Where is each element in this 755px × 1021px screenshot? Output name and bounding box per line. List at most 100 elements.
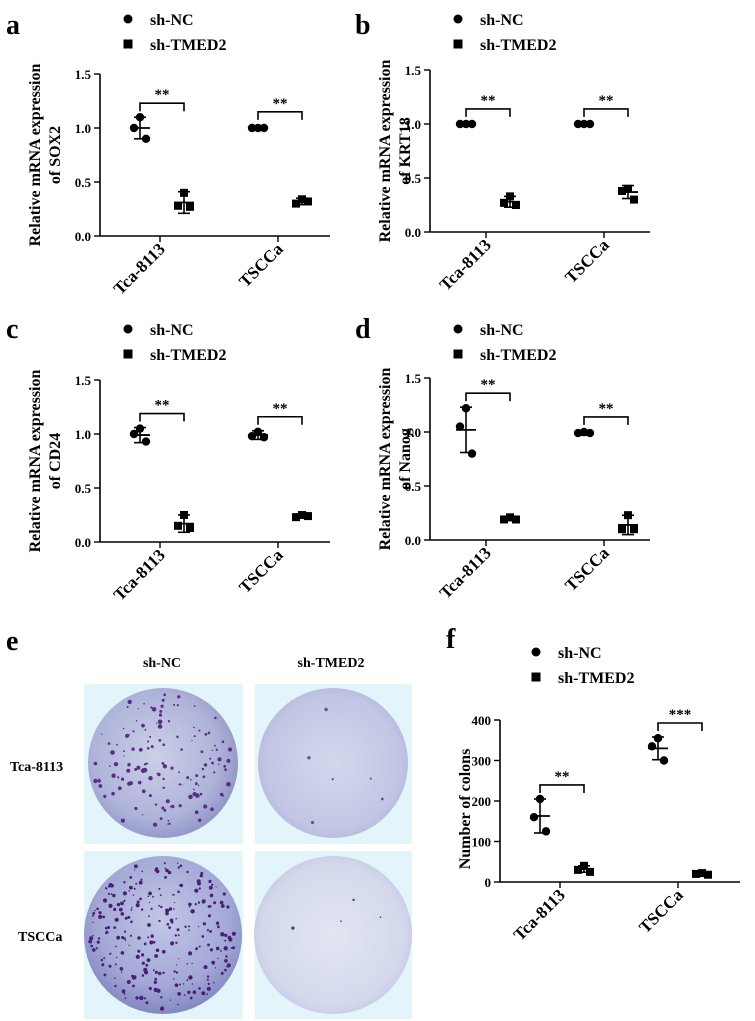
colony-dot — [170, 941, 175, 946]
legend-label: sh-NC — [150, 322, 194, 339]
dish-tscca-sh-nc — [84, 856, 242, 1014]
colony-dot — [127, 781, 132, 786]
x-tick-label: Tca-8113 — [436, 235, 495, 294]
colony-dots-tscca-sh-nc — [88, 862, 236, 1011]
colony-dot — [129, 934, 132, 937]
colony-dot — [143, 997, 147, 1000]
colony-dot — [162, 743, 166, 746]
colony-dot — [160, 996, 163, 999]
colony-dot — [126, 706, 129, 708]
colony-dot — [206, 993, 209, 996]
colony-dot — [160, 905, 163, 909]
significance-bracket — [657, 722, 703, 732]
colony-dots-tscca-sh-tmed2 — [291, 898, 382, 930]
colony-dot — [128, 734, 130, 736]
colony-dot — [206, 975, 210, 978]
colony-dot — [112, 893, 116, 898]
data-point-circle — [467, 449, 477, 458]
colony-dot — [211, 749, 213, 751]
significance-label: ** — [599, 93, 614, 109]
y-axis-label: Relative mRNA expression — [377, 368, 394, 551]
x-tick-label: TSCCa — [635, 885, 687, 937]
colony-dot — [201, 935, 205, 938]
colony-dot — [169, 999, 171, 1001]
colony-dot — [114, 984, 117, 988]
legend-label: sh-NC — [480, 12, 524, 29]
colony-dot — [211, 883, 214, 886]
colony-dot — [176, 964, 178, 966]
colony-dot — [220, 904, 225, 908]
colony-dot — [213, 901, 217, 905]
colony-dot — [173, 978, 175, 980]
data-point-square — [512, 515, 520, 524]
data-point-circle — [541, 827, 551, 836]
colony-dot — [120, 777, 125, 781]
data-point-circle — [647, 742, 657, 751]
colony-dot — [120, 901, 124, 906]
colony-dot — [192, 792, 197, 797]
colony-dot — [310, 820, 315, 825]
colony-dot — [331, 778, 334, 781]
significance-label: *** — [669, 707, 692, 723]
data-point-circle — [253, 427, 263, 437]
colony-dot — [135, 903, 140, 908]
colony-dot — [162, 949, 166, 954]
colony-dot — [150, 706, 153, 709]
colony-dot — [175, 917, 177, 920]
colony-dot — [156, 722, 158, 724]
colony-dot — [188, 951, 193, 956]
colony-dot — [158, 971, 162, 976]
significance-label: ** — [155, 87, 170, 103]
legend-marker-circle — [531, 647, 541, 657]
colony-dot — [102, 898, 108, 903]
colony-dot — [148, 794, 152, 798]
y-tick-label: 0.0 — [405, 533, 421, 548]
colony-dot — [123, 899, 126, 903]
colony-dot — [137, 780, 142, 785]
colony-dot — [176, 735, 179, 738]
y-axis-label: Relative mRNA expression — [27, 370, 44, 553]
colony-dot — [210, 905, 212, 908]
colony-dot — [132, 730, 135, 733]
colony-dot — [128, 890, 130, 892]
colony-dot — [120, 818, 125, 823]
colony-dot — [114, 963, 117, 966]
colony-dot — [138, 880, 143, 885]
panel-letter-a: a — [6, 10, 20, 41]
colony-dot — [108, 885, 111, 888]
colony-dot — [141, 814, 144, 816]
data-point-circle — [455, 422, 465, 431]
colony-dot — [130, 920, 133, 924]
colony-dot — [178, 804, 182, 808]
colony-dot — [165, 799, 170, 804]
data-point-square — [292, 199, 300, 208]
colony-dot — [130, 909, 133, 911]
colony-dot — [207, 731, 211, 735]
colony-dot — [195, 774, 199, 778]
photo-column-label-sh-nc: sh-NC — [143, 656, 181, 671]
colony-dot — [124, 997, 127, 999]
colony-dot — [150, 907, 153, 911]
colony-dot — [92, 948, 96, 952]
legend-label: sh-NC — [480, 322, 524, 339]
colony-dot — [146, 958, 151, 962]
photo-column-label-sh-tmed2: sh-TMED2 — [298, 656, 365, 671]
data-point-square — [630, 525, 638, 534]
y-tick-label: 200 — [472, 794, 492, 809]
chart-sox2: sh-NC sh-TMED2 0.0 0.5 1.0 1.5 Tca-8113 TSCCa Re… — [27, 12, 330, 298]
colony-dot — [127, 915, 131, 919]
colony-dot — [137, 949, 141, 953]
data-point-square — [580, 861, 588, 870]
significance-bracket — [539, 784, 585, 793]
colony-dot — [147, 936, 150, 939]
colony-dot — [120, 912, 125, 916]
data-point-square — [180, 511, 188, 519]
colony-dot — [204, 732, 208, 736]
y-tick-label: 1.0 — [75, 121, 91, 136]
colony-dot — [134, 869, 136, 871]
colony-dot — [167, 870, 172, 875]
colony-dot — [161, 806, 165, 810]
colony-dot — [90, 944, 93, 948]
data-point-square — [624, 184, 632, 193]
